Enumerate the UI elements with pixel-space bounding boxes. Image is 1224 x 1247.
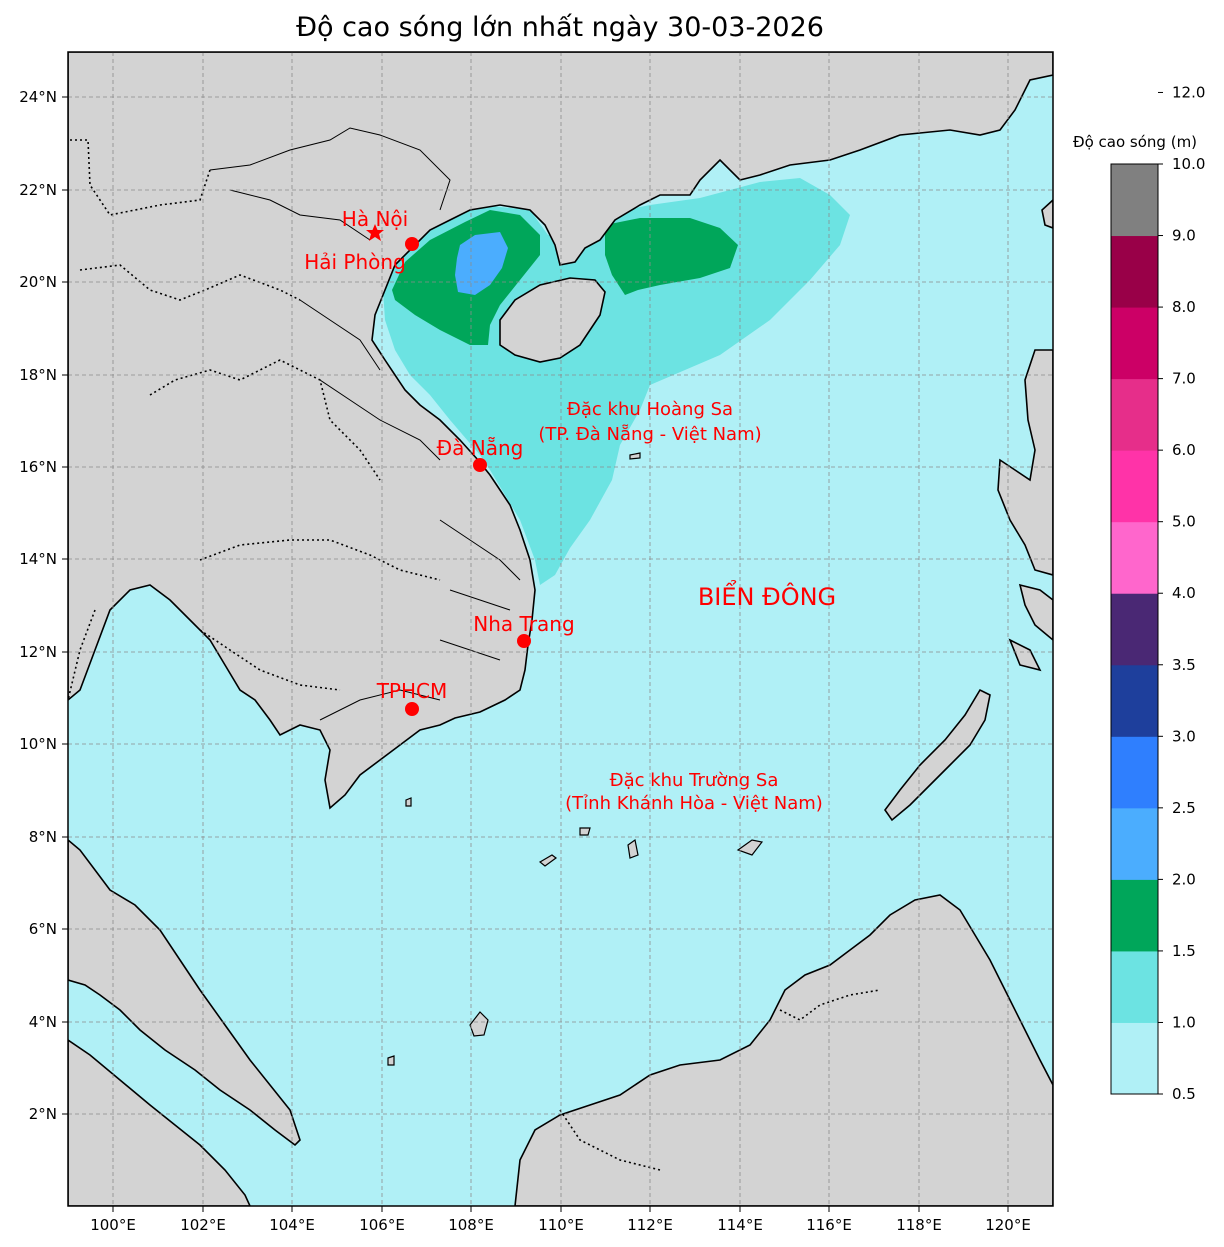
label-truongsa-2: (Tỉnh Khánh Hòa - Việt Nam) <box>565 793 823 814</box>
colorbar-level-label: 9.0 <box>1172 227 1196 245</box>
haiphong-marker <box>405 237 419 251</box>
gridlines <box>68 52 1053 1206</box>
colorbar-level-label: 3.0 <box>1172 727 1196 745</box>
colorbar-segment <box>1111 378 1158 451</box>
land-con-dao <box>405 797 412 807</box>
label-truongsa-1: Đặc khu Trường Sa <box>610 770 779 791</box>
colorbar-level-label: 8.0 <box>1172 298 1196 316</box>
wave-zone-1-5-east <box>605 218 738 295</box>
colorbar-segment <box>1111 664 1158 737</box>
x-tick-label: 100°E <box>90 1216 136 1234</box>
y-tick-label: 4°N <box>29 1013 57 1031</box>
label-biendong: BIỂN ĐÔNG <box>698 579 836 611</box>
x-tick-label: 108°E <box>448 1216 494 1234</box>
y-tick-label: 18°N <box>19 366 57 384</box>
y-tick-label: 12°N <box>19 643 57 661</box>
y-tick-label: 2°N <box>29 1105 57 1123</box>
colorbar-segment <box>1111 450 1158 523</box>
colorbar-level-label: 7.0 <box>1172 370 1196 388</box>
x-axis-ticks: 100°E 102°E 104°E 106°E 108°E 110°E 112°… <box>90 1206 1031 1234</box>
y-tick-label: 20°N <box>19 273 57 291</box>
province-borders <box>209 127 521 721</box>
land-borneo <box>514 894 1053 1206</box>
colorbar-level-label: 1.5 <box>1172 942 1196 960</box>
x-tick-label: 110°E <box>538 1216 584 1234</box>
tphcm-marker <box>405 702 419 716</box>
colorbar-segment <box>1111 307 1158 380</box>
land-spratly-3 <box>538 854 558 867</box>
land-hainan <box>499 277 606 363</box>
land-spratly-2 <box>736 839 764 856</box>
wave-zone-2-0 <box>455 232 508 295</box>
colorbar-segments <box>1111 164 1158 1095</box>
map-title: Độ cao sóng lớn nhất ngày 30-03-2026 <box>296 12 824 43</box>
land-mainland <box>68 52 1053 810</box>
national-borders <box>68 139 881 1171</box>
label-tphcm: TPHCM <box>376 679 448 703</box>
x-tick-label: 114°E <box>717 1216 763 1234</box>
colorbar-segment <box>1111 593 1158 666</box>
x-tick-label: 116°E <box>806 1216 852 1234</box>
land-anambas <box>387 1055 395 1066</box>
y-tick-label: 6°N <box>29 920 57 938</box>
land-spratly-4 <box>579 827 591 836</box>
colorbar-level-label: 2.5 <box>1172 799 1196 817</box>
colorbar-segment <box>1111 235 1158 308</box>
colorbar-level-label: 6.0 <box>1172 441 1196 459</box>
y-tick-label: 14°N <box>19 550 57 568</box>
colorbar-level-label: 10.0 <box>1172 155 1205 173</box>
land-spratly-1 <box>627 838 639 859</box>
label-nhatrang: Nha Trang <box>473 612 574 636</box>
land-sumatra <box>68 1039 251 1206</box>
colorbar-segment <box>1111 1022 1158 1095</box>
land-taiwan <box>1041 198 1053 229</box>
colorbar-level-label: 12.0 <box>1172 83 1205 101</box>
colorbar-segment <box>1111 521 1158 594</box>
colorbar-segment <box>1111 950 1158 1023</box>
y-tick-label: 22°N <box>19 181 57 199</box>
label-hanoi: Hà Nội <box>342 207 408 231</box>
x-tick-label: 120°E <box>985 1216 1031 1234</box>
land-palawan <box>884 688 991 822</box>
label-hoangsa-1: Đặc khu Hoàng Sa <box>567 399 733 420</box>
land-malay-peninsula <box>68 838 301 1147</box>
land-paracel <box>629 452 641 460</box>
label-hoangsa-2: (TP. Đà Nẵng - Việt Nam) <box>538 424 761 445</box>
y-tick-label: 24°N <box>19 88 57 106</box>
colorbar-level-label: 4.0 <box>1172 584 1196 602</box>
map-area: Hà Nội Hải Phòng Đà Nẵng Nha Trang TPHCM… <box>68 52 1053 1206</box>
colorbar-segment <box>1111 879 1158 952</box>
label-danang: Đà Nẵng <box>437 436 524 460</box>
land-visayas <box>1008 638 1042 672</box>
colorbar-segment <box>1111 164 1158 237</box>
x-tick-label: 102°E <box>180 1216 226 1234</box>
x-tick-label: 106°E <box>359 1216 405 1234</box>
y-tick-label: 10°N <box>19 735 57 753</box>
nhatrang-marker <box>517 634 531 648</box>
label-haiphong: Hải Phòng <box>304 250 406 274</box>
colorbar-level-label: 0.5 <box>1172 1085 1196 1103</box>
colorbar-level-label: 3.5 <box>1172 656 1196 674</box>
colorbar-segment <box>1111 736 1158 809</box>
colorbar: Độ cao sóng (m) 0.5 1.0 1.5 2.0 2.5 3.0 3.5 4.0… <box>1073 83 1205 1103</box>
colorbar-frame <box>1110 163 1159 1095</box>
land-luzon <box>997 349 1053 576</box>
colorbar-level-label: 5.0 <box>1172 513 1196 531</box>
x-tick-label: 118°E <box>896 1216 942 1234</box>
y-axis-ticks: 2°N 4°N 6°N 8°N 10°N 12°N 14°N 16°N 18°N… <box>19 88 68 1123</box>
y-tick-label: 8°N <box>29 828 57 846</box>
colorbar-level-label: 1.0 <box>1172 1013 1196 1031</box>
y-tick-label: 16°N <box>19 458 57 476</box>
x-tick-label: 112°E <box>627 1216 673 1234</box>
colorbar-labels: 0.5 1.0 1.5 2.0 2.5 3.0 3.5 4.0 5.0 6.0 7.0 8.0 9.0 1… <box>1158 83 1205 1103</box>
x-tick-label: 104°E <box>269 1216 315 1234</box>
land-mindoro <box>1018 583 1053 642</box>
land-natuna <box>469 1011 489 1037</box>
colorbar-title: Độ cao sóng (m) <box>1073 133 1197 151</box>
colorbar-level-label: 2.0 <box>1172 870 1196 888</box>
danang-marker <box>473 458 487 472</box>
colorbar-segment <box>1111 807 1158 880</box>
hanoi-star-marker <box>366 224 384 241</box>
